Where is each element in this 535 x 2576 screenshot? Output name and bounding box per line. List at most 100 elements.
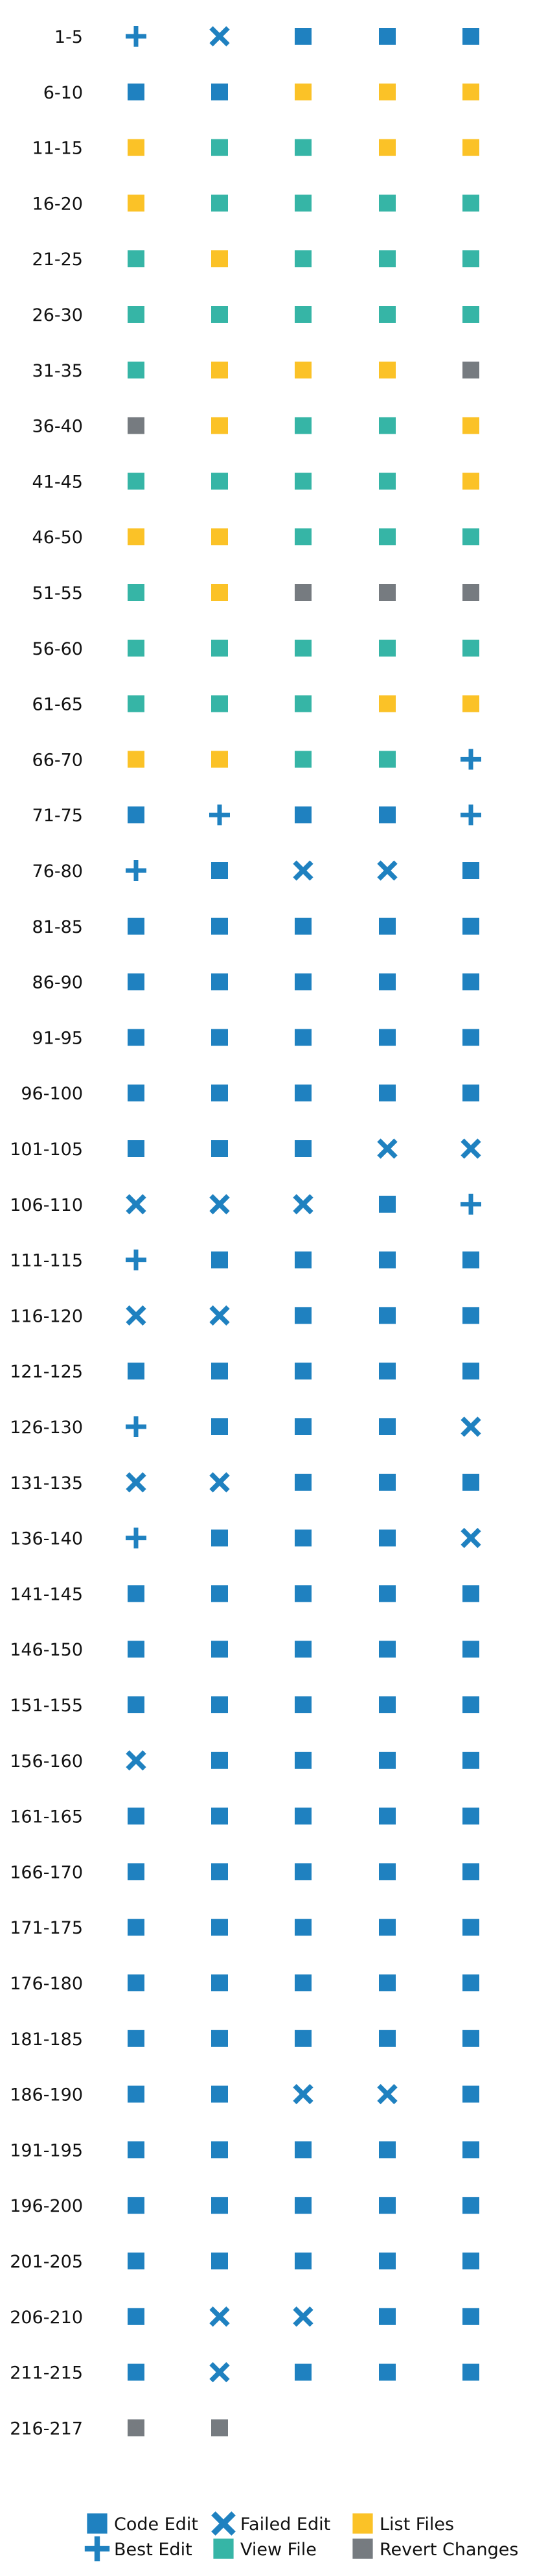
action-marker-code-edit [295, 973, 312, 990]
action-marker-list-files [379, 361, 396, 379]
action-marker-view-file [128, 473, 144, 490]
chart-row: 136-140 [10, 1527, 481, 1549]
action-marker-code-edit [462, 1473, 479, 1491]
legend-label: Revert Changes [380, 2540, 518, 2560]
row-label: 66-70 [32, 750, 83, 770]
legend-marker-revert-changes [352, 2538, 373, 2559]
action-marker-code-edit [379, 1807, 396, 1825]
action-marker-view-file [128, 584, 144, 601]
chart-row: 141-145 [10, 1584, 479, 1604]
action-marker-code-edit [462, 1974, 479, 1991]
chart-row: 81-85 [32, 917, 479, 937]
legend-marker-list-files [352, 2513, 373, 2534]
action-marker-code-edit [128, 1807, 144, 1825]
chart-row: 61-65 [32, 695, 479, 715]
action-marker-code-edit [379, 28, 396, 45]
action-marker-code-edit [211, 1084, 228, 1102]
action-marker-failed-edit [293, 2306, 313, 2327]
legend-label: Best Edit [114, 2540, 192, 2560]
chart-row: 36-40 [32, 417, 479, 437]
action-marker-list-files [211, 584, 228, 601]
action-marker-code-edit [295, 1307, 312, 1324]
action-marker-code-edit [211, 1641, 228, 1658]
chart-row: 1-5 [54, 26, 479, 47]
action-marker-failed-edit [293, 1194, 313, 1215]
row-label: 201-205 [10, 2252, 83, 2272]
action-marker-failed-edit [126, 1305, 146, 1326]
action-marker-code-edit [211, 1363, 228, 1380]
row-label: 106-110 [10, 1195, 83, 1215]
action-marker-failed-edit [461, 1138, 481, 1159]
action-marker-view-file [211, 639, 228, 657]
action-marker-code-edit [379, 1751, 396, 1769]
legend-label: List Files [380, 2514, 454, 2535]
action-marker-best-edit [461, 749, 481, 770]
legend: Code Edit Best Edit Failed Edit View File Li… [84, 2511, 518, 2562]
action-marker-code-edit [462, 862, 479, 879]
legend-label: Failed Edit [240, 2514, 330, 2535]
legend-marker-best-edit [84, 2536, 110, 2562]
legend-label: Code Edit [114, 2514, 198, 2535]
action-marker-code-edit [295, 1084, 312, 1102]
action-marker-code-edit [295, 1029, 312, 1046]
action-marker-code-edit [295, 917, 312, 935]
action-marker-code-edit [211, 1529, 228, 1547]
chart-row: 131-135 [10, 1472, 479, 1493]
action-marker-code-edit [379, 1084, 396, 1102]
action-marker-failed-edit [377, 2083, 398, 2105]
action-marker-code-edit [295, 2030, 312, 2047]
action-marker-code-edit [211, 1140, 228, 1157]
action-marker-code-edit [379, 2308, 396, 2325]
action-marker-code-edit [128, 1919, 144, 1936]
action-marker-code-edit [128, 806, 144, 824]
action-marker-list-files [379, 695, 396, 712]
action-marker-code-edit [295, 1696, 312, 1713]
action-marker-code-edit [211, 2030, 228, 2047]
action-marker-best-edit [126, 1527, 146, 1549]
action-marker-view-file [295, 194, 312, 212]
row-label: 161-165 [10, 1807, 83, 1827]
action-marker-code-edit [379, 1418, 396, 1435]
action-marker-failed-edit [209, 2306, 230, 2327]
row-label: 131-135 [10, 1473, 83, 1493]
action-marker-code-edit [462, 2141, 479, 2159]
action-marker-failed-edit [126, 1750, 146, 1771]
action-marker-code-edit [462, 2308, 479, 2325]
action-marker-code-edit [211, 1418, 228, 1435]
action-marker-revert-changes [128, 2419, 144, 2437]
legend-item-revert-changes: Revert Changes [352, 2538, 518, 2560]
action-marker-code-edit [295, 1418, 312, 1435]
row-label: 31-35 [32, 361, 83, 381]
row-label: 16-20 [32, 194, 83, 214]
action-marker-code-edit [128, 2197, 144, 2214]
action-marker-code-edit [211, 83, 228, 100]
action-marker-code-edit [379, 1863, 396, 1880]
action-marker-code-edit [128, 1140, 144, 1157]
action-marker-code-edit [462, 1807, 479, 1825]
row-label: 166-170 [10, 1862, 83, 1882]
action-marker-code-edit [462, 28, 479, 45]
action-marker-code-edit [128, 1029, 144, 1046]
action-marker-view-file [211, 306, 228, 323]
action-marker-code-edit [462, 1641, 479, 1658]
row-label: 86-90 [32, 973, 83, 993]
action-marker-code-edit [379, 2253, 396, 2269]
action-marker-code-edit [211, 973, 228, 990]
action-marker-failed-edit [461, 1527, 481, 1549]
row-label: 136-140 [10, 1529, 83, 1549]
action-marker-view-file [211, 695, 228, 712]
action-marker-code-edit [379, 1919, 396, 1936]
action-marker-code-edit [211, 1807, 228, 1825]
action-marker-code-edit [462, 1363, 479, 1380]
row-label: 151-155 [10, 1696, 83, 1716]
action-marker-code-edit [211, 2141, 228, 2159]
row-label: 76-80 [32, 861, 83, 882]
row-label: 211-215 [10, 2363, 83, 2383]
action-marker-list-files [462, 83, 479, 100]
row-label: 191-195 [10, 2140, 83, 2160]
row-label: 116-120 [10, 1306, 83, 1326]
action-marker-list-files [128, 194, 144, 212]
chart-row: 101-105 [10, 1138, 481, 1160]
row-label: 36-40 [32, 417, 83, 437]
action-marker-revert-changes [462, 361, 479, 379]
